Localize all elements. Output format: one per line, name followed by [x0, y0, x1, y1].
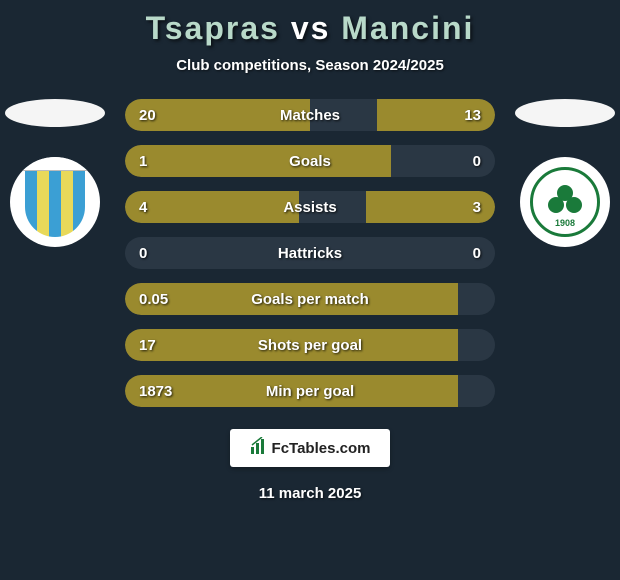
- stat-value-left: 17: [139, 337, 156, 354]
- stat-value-left: 0: [139, 245, 147, 262]
- right-badge-column: 1908: [515, 99, 615, 247]
- player2-name: Mancini: [341, 10, 474, 46]
- stat-bar-left: [125, 145, 391, 177]
- player2-placeholder-oval: [515, 99, 615, 127]
- stat-row: 1 0 Goals: [125, 145, 495, 177]
- fctables-text: FcTables.com: [272, 440, 371, 457]
- left-badge-column: [5, 99, 105, 247]
- stat-bar-left: [125, 191, 299, 223]
- stat-value-right: 0: [473, 153, 481, 170]
- player1-placeholder-oval: [5, 99, 105, 127]
- comparison-date: 11 march 2025: [259, 485, 362, 502]
- stat-label: Goals: [289, 153, 331, 170]
- stat-bars-column: 20 13 Matches 1 0 Goals 4 3 Assists 0 0 Hattricks 0.…: [125, 99, 495, 407]
- stat-row: 0.05 Goals per match: [125, 283, 495, 315]
- page-title: Tsapras vs Mancini: [146, 10, 475, 47]
- stat-value-left: 1873: [139, 383, 172, 400]
- subtitle: Club competitions, Season 2024/2025: [176, 57, 444, 74]
- stat-value-left: 1: [139, 153, 147, 170]
- stat-row: 17 Shots per goal: [125, 329, 495, 361]
- stat-value-right: 13: [464, 107, 481, 124]
- stat-label: Min per goal: [266, 383, 354, 400]
- stats-area: 20 13 Matches 1 0 Goals 4 3 Assists 0 0 Hattricks 0.…: [0, 99, 620, 407]
- comparison-card: Tsapras vs Mancini Club competitions, Se…: [0, 0, 620, 502]
- stat-label: Shots per goal: [258, 337, 362, 354]
- clover-icon: [550, 187, 580, 217]
- stat-label: Matches: [280, 107, 340, 124]
- stat-value-right: 0: [473, 245, 481, 262]
- stat-label: Hattricks: [278, 245, 342, 262]
- stat-label: Goals per match: [251, 291, 369, 308]
- stat-value-left: 20: [139, 107, 156, 124]
- chart-icon: [250, 437, 268, 460]
- club-founding-year: 1908: [555, 218, 575, 228]
- stat-row: 4 3 Assists: [125, 191, 495, 223]
- stat-value-right: 3: [473, 199, 481, 216]
- stat-row: 20 13 Matches: [125, 99, 495, 131]
- stat-row: 1873 Min per goal: [125, 375, 495, 407]
- stat-value-left: 0.05: [139, 291, 168, 308]
- player1-club-badge: [10, 157, 100, 247]
- player1-name: Tsapras: [146, 10, 280, 46]
- player2-club-badge: 1908: [520, 157, 610, 247]
- stat-row: 0 0 Hattricks: [125, 237, 495, 269]
- stat-label: Assists: [283, 199, 336, 216]
- panathinaikos-crest-icon: 1908: [530, 167, 600, 237]
- levadiakos-shield-icon: [25, 167, 85, 237]
- vs-text: vs: [291, 10, 331, 46]
- stat-value-left: 4: [139, 199, 147, 216]
- fctables-logo[interactable]: FcTables.com: [230, 429, 390, 467]
